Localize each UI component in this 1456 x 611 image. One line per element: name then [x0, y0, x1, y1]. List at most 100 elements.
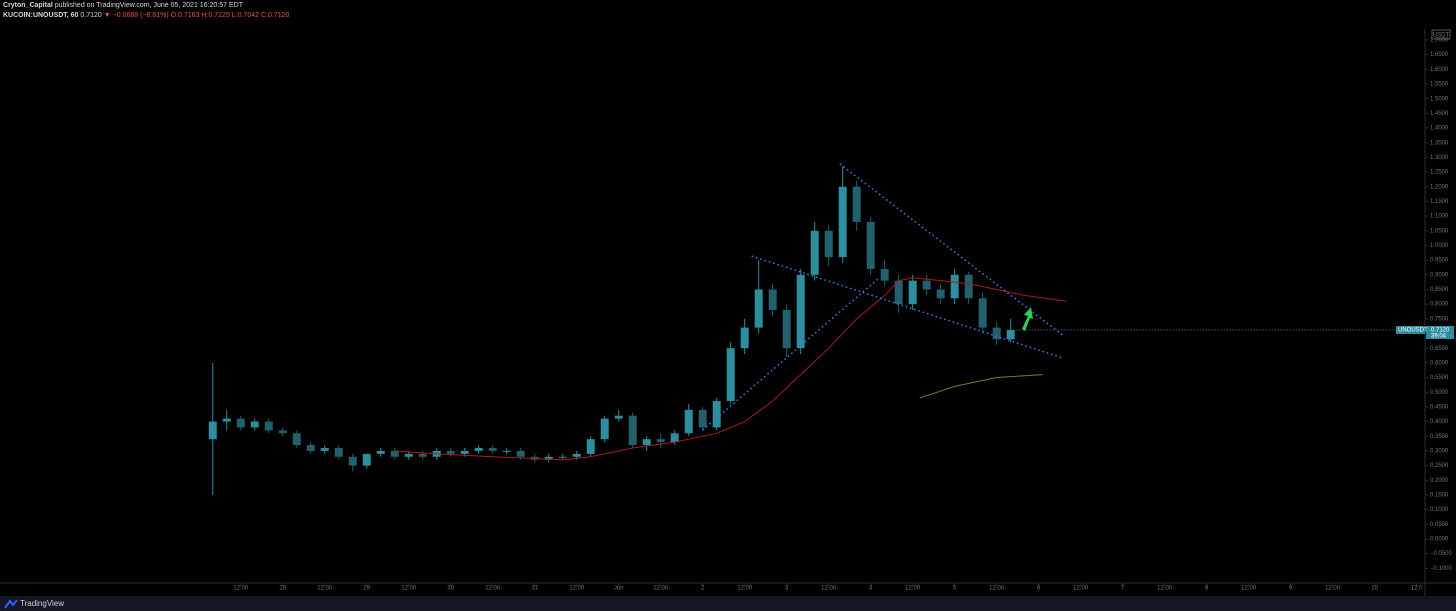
y-tick-label: −0.1000	[1430, 566, 1453, 572]
y-tick-label: 0.9500	[1430, 258, 1449, 264]
symbol-tag-box	[1396, 325, 1425, 334]
y-tick-label: 0.8500	[1430, 287, 1449, 293]
candle-body	[418, 453, 427, 457]
candle-body	[222, 418, 231, 422]
trend-line	[751, 255, 1063, 359]
symbol: KUCOIN:UNOUSDT, 60	[3, 12, 79, 19]
candle-body	[852, 186, 861, 222]
x-tick-label: 12:00	[233, 586, 249, 592]
y-tick-label: 0.0000	[1430, 537, 1449, 543]
y-tick-label: 0.5500	[1430, 375, 1449, 381]
candle-body	[264, 421, 273, 431]
trend-line	[839, 163, 1063, 336]
x-tick-label: 6	[1037, 586, 1041, 592]
y-tick-label: 1.6500	[1430, 52, 1449, 58]
y-tick-label: 0.1500	[1430, 493, 1449, 499]
candle-body	[810, 230, 819, 275]
candle-body	[516, 450, 525, 457]
y-tick-label: 1.2000	[1430, 184, 1449, 190]
candle-body	[334, 447, 343, 457]
candle-body	[684, 409, 693, 434]
candle-body	[586, 439, 595, 454]
x-tick-label: 12:00	[905, 586, 921, 592]
x-tick-label: 12:0	[1411, 586, 1423, 592]
x-tick-label: 5	[953, 586, 957, 592]
moving-average	[919, 374, 1043, 399]
y-tick-label: 0.6500	[1430, 346, 1449, 352]
x-tick-label: 9	[1289, 586, 1293, 592]
candle-body	[558, 456, 567, 458]
x-tick-label: 8	[1205, 586, 1209, 592]
x-tick-label: 7	[1121, 586, 1125, 592]
x-tick-label: 12:00	[1325, 586, 1341, 592]
candle-body	[320, 447, 329, 451]
x-tick-label: 12:00	[1073, 586, 1089, 592]
x-tick-label: 12:00	[485, 586, 501, 592]
x-tick-label: 29	[363, 586, 370, 592]
candle-body	[656, 439, 665, 443]
y-tick-label: 1.2500	[1430, 170, 1449, 176]
y-tick-label: 1.6000	[1430, 67, 1449, 73]
candle-body	[390, 450, 399, 457]
candle-body	[642, 439, 651, 446]
candle-body	[544, 456, 553, 460]
x-tick-label: 12:00	[569, 586, 585, 592]
candle-body	[236, 418, 245, 428]
x-tick-label: 12:00	[737, 586, 753, 592]
candle-body	[376, 450, 385, 454]
y-tick-label: 1.4000	[1430, 126, 1449, 132]
x-tick-label: 28	[279, 586, 286, 592]
candle-body	[306, 445, 315, 451]
candle-body	[670, 433, 679, 443]
x-tick-label: 12:00	[401, 586, 417, 592]
y-tick-label: 1.4500	[1430, 111, 1449, 117]
candle-body	[824, 230, 833, 258]
x-tick-label: 12:00	[989, 586, 1005, 592]
candle-body	[628, 415, 637, 446]
candle-body	[978, 298, 987, 328]
footer: TradingView	[0, 596, 1456, 611]
candle-body	[992, 327, 1001, 340]
x-tick-label: 31	[531, 586, 538, 592]
y-tick-label: 0.2500	[1430, 463, 1449, 469]
brand[interactable]: TradingView	[20, 599, 65, 608]
candle-body	[614, 415, 623, 419]
change: ▼ −0.0688 (−8.81%)	[103, 12, 169, 19]
y-tick-label: 0.4500	[1430, 404, 1449, 410]
y-tick-label: 1.1500	[1430, 199, 1449, 205]
high: H:0.7225	[201, 12, 230, 19]
arrow-annotation	[1022, 307, 1033, 331]
candle-body	[796, 274, 805, 349]
y-tick-label: 1.1000	[1430, 214, 1449, 220]
y-tick-label: 0.2000	[1430, 478, 1449, 484]
candle-body	[698, 409, 707, 428]
x-tick-label: 2	[701, 586, 705, 592]
moving-average	[394, 277, 1067, 461]
trend-line	[702, 277, 880, 431]
x-tick-label: 4	[869, 586, 873, 592]
candle-body	[250, 421, 259, 428]
currency-box	[1431, 29, 1451, 40]
y-tick-label: 0.6000	[1430, 360, 1449, 366]
candle-body	[460, 450, 469, 454]
author: Cryton_Capital	[3, 2, 53, 9]
published: published on TradingView.com, June 05, 2…	[54, 2, 243, 9]
x-tick-label: 12:00	[1241, 586, 1257, 592]
candle-body	[964, 274, 973, 299]
y-tick-label: 0.3000	[1430, 448, 1449, 454]
candle-body	[936, 289, 945, 299]
y-tick-label: 0.4000	[1430, 419, 1449, 425]
candle-body	[572, 453, 581, 457]
candle-body	[502, 450, 511, 452]
currency: USDT	[1433, 33, 1450, 39]
price-tag-countdown: 39:04	[1431, 334, 1447, 340]
candle-body	[922, 280, 931, 290]
x-tick-label: 12:00	[821, 586, 837, 592]
candle-body	[362, 453, 371, 466]
candle-body	[600, 418, 609, 440]
y-tick-label: 0.5000	[1430, 390, 1449, 396]
y-tick-label: 1.0000	[1430, 243, 1449, 249]
candle-body	[208, 421, 217, 440]
y-tick-label: 1.5500	[1430, 82, 1449, 88]
